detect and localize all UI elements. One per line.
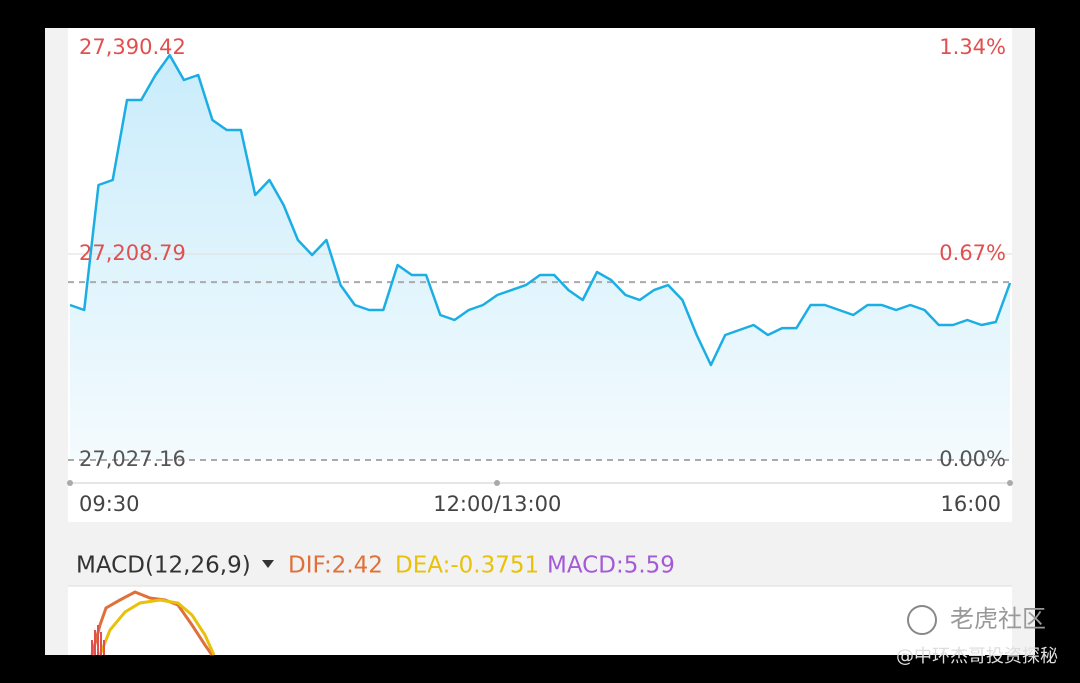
x-tick-label: 09:30 [79,492,140,516]
y-tick-label: 27,027.16 [79,447,186,471]
dropdown-icon[interactable] [262,560,274,568]
axis-dot [67,480,73,486]
macd-dif-line [90,590,214,656]
area [70,55,1010,460]
axis-dot [494,480,500,486]
price-line [69,53,1012,367]
plot [68,53,1012,461]
macd-dea-line [98,598,216,656]
y2-tick-label: 1.34% [939,35,1006,59]
macd-dif: DIF:2.42 [288,553,383,579]
macd-area [68,586,1012,655]
y-tick-label: 27,390.42 [79,35,186,59]
macd-value: MACD:5.59 [547,553,675,579]
y-tick-label: 27,208.79 [79,241,186,265]
macd-name: MACD(12,26,9) [76,553,251,579]
y2-tick-label: 0.00% [939,447,1006,471]
macd-dea: DEA:-0.3751 [395,553,539,579]
x-tick-label: 12:00/13:00 [433,492,561,516]
y2-tick-label: 0.67% [939,241,1006,265]
watermark-icon [907,605,937,635]
x-tick-label: 16:00 [940,492,1001,516]
watermark-logo: 老虎社区 [950,605,1046,633]
macd-histogram [91,625,105,655]
axis-dot [1007,480,1013,486]
watermark-author: @中环杰哥投资探秘 [896,646,1058,667]
